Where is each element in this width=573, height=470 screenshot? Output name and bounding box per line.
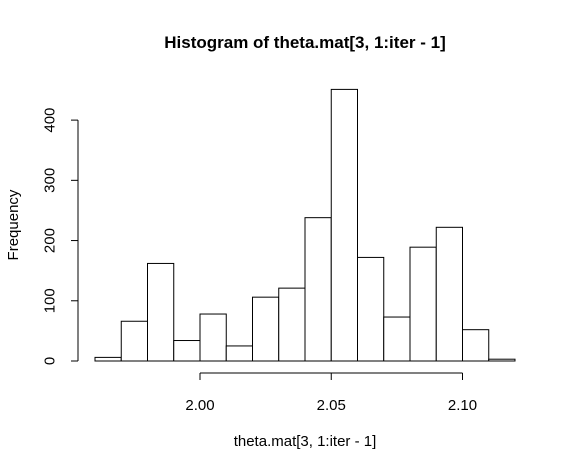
histogram-bar [357, 256, 385, 362]
x-axis: 2.00 2.05 2.10 [185, 372, 477, 414]
histogram-bar [225, 345, 253, 362]
histogram-bar [173, 340, 201, 362]
histogram-bars [94, 88, 516, 362]
x-tick-label: 2.00 [185, 397, 214, 414]
histogram-bar [147, 262, 175, 362]
y-tick-label: 100 [42, 288, 59, 313]
histogram-bar [488, 358, 516, 362]
x-tick-label: 2.10 [448, 397, 477, 414]
histogram-bar [330, 88, 358, 362]
y-axis: 0 100 200 300 400 [42, 108, 79, 365]
y-axis-label: Frequency [5, 189, 22, 260]
x-tick-label: 2.05 [317, 397, 346, 414]
histogram-bar [252, 296, 280, 362]
y-tick-label: 0 [42, 357, 59, 365]
x-axis-label: theta.mat[3, 1:iter - 1] [234, 433, 377, 450]
histogram-bar [383, 316, 411, 362]
histogram-bar [278, 287, 306, 362]
histogram-bar [435, 226, 463, 362]
y-tick-label: 300 [42, 168, 59, 193]
histogram-bar [199, 313, 227, 362]
histogram-bar [120, 320, 148, 362]
y-tick-label: 200 [42, 228, 59, 253]
histogram-bar [409, 246, 437, 362]
histogram-bar [462, 329, 490, 362]
y-tick-label: 400 [42, 108, 59, 133]
chart-title: Histogram of theta.mat[3, 1:iter - 1] [164, 33, 446, 52]
histogram-bar [94, 356, 122, 362]
histogram-bar [304, 217, 332, 362]
